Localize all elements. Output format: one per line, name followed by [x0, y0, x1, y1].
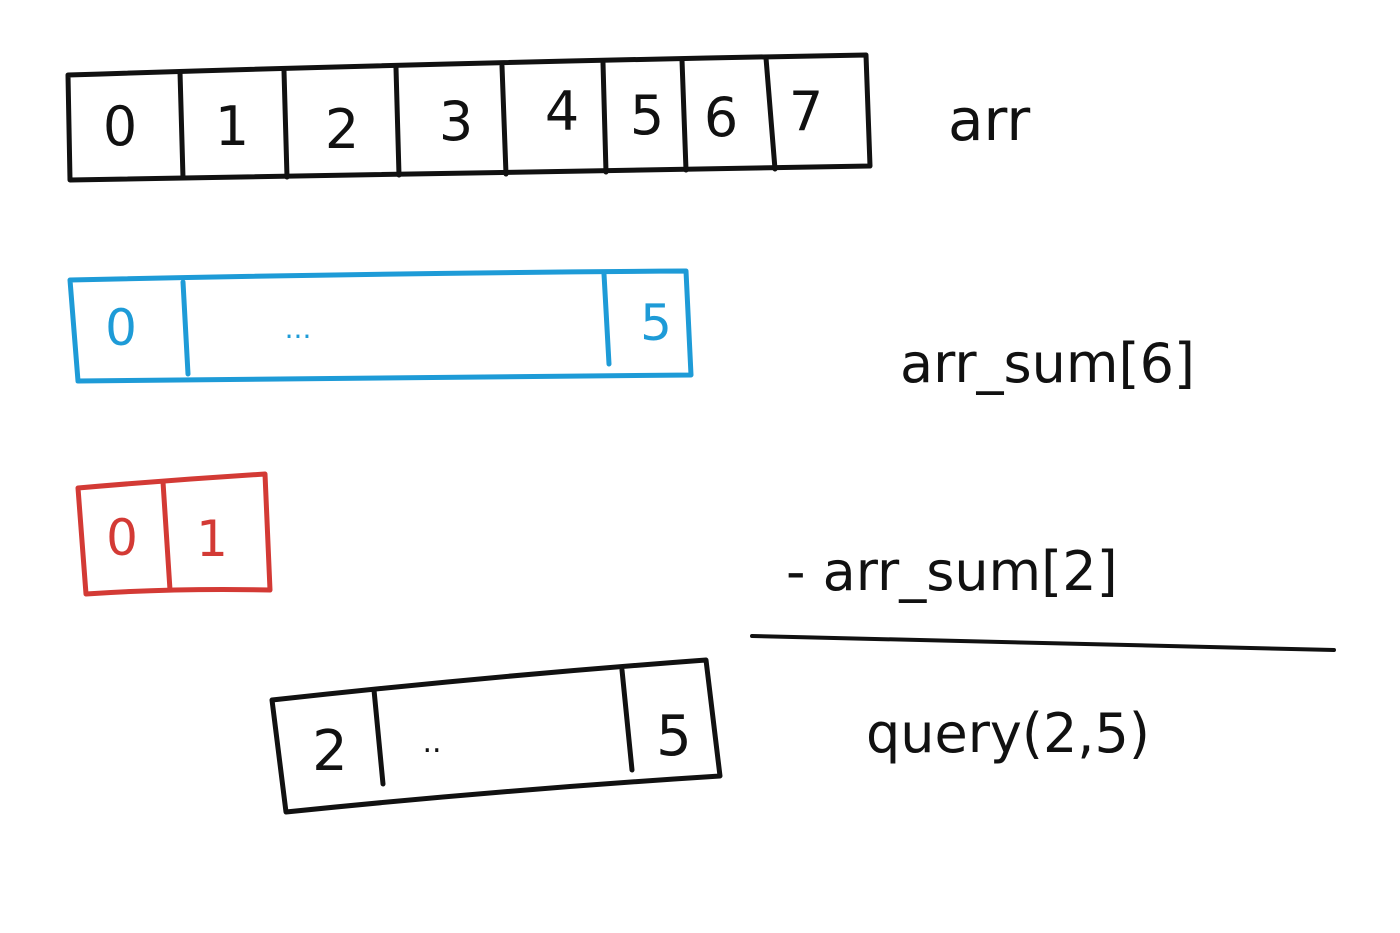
arr-cell-value: 5: [630, 84, 664, 147]
arr-label: arr: [948, 86, 1030, 154]
arr-sum-2-cell-value: 1: [196, 510, 228, 568]
arr-values: 0 1 2 3 4 5 6 7: [103, 80, 823, 161]
arr-divider: [499, 63, 509, 177]
arr-divider: [177, 69, 186, 181]
arr-sum-6-cell-value: 0: [105, 299, 137, 357]
arr-divider: [393, 65, 402, 178]
arr-sum-6-divider: [180, 279, 191, 377]
query-array-outline: [269, 657, 723, 815]
arr-sum-6-values: 0 ... 5: [105, 294, 672, 357]
arr-divider: [281, 68, 290, 180]
arr-sum-6-cell-value: ...: [285, 312, 312, 345]
arr-array: [65, 52, 873, 183]
query-divider: [619, 667, 635, 773]
arr-sum-2-divider: [160, 479, 173, 593]
arr-cell-value: 2: [325, 98, 359, 161]
arr-sum-6-divider: [601, 271, 612, 367]
query-cell-value: 2: [312, 719, 348, 784]
arr-cell-value: 3: [439, 90, 473, 153]
arr-sum-6-outline: [67, 268, 694, 384]
arr-divider: [763, 55, 778, 172]
query-divider: [371, 687, 386, 787]
arr-sum-2-array: [75, 471, 273, 597]
arr-sum-6-array: [67, 268, 694, 384]
arr-sum-2-cell-value: 0: [106, 509, 138, 567]
query-cell-value: ..: [422, 725, 441, 760]
arr-cell-value: 7: [789, 80, 823, 143]
arr-divider: [679, 57, 689, 173]
arr-sum-6-label: arr_sum[6]: [900, 332, 1195, 395]
arr-cell-value: 6: [704, 86, 738, 149]
arr-cell-value: 0: [103, 95, 137, 158]
query-array: [269, 657, 723, 815]
arr-sum-2-values: 0 1: [106, 509, 228, 568]
arr-cell-value: 4: [545, 80, 579, 143]
subtraction-line: [750, 634, 1336, 652]
query-values: 2 .. 5: [312, 704, 692, 784]
arr-sum-2-label: - arr_sum[2]: [786, 540, 1118, 603]
arr-sum-6-cell-value: 5: [640, 294, 672, 352]
arr-divider: [600, 60, 609, 175]
arr-array-outline: [65, 52, 873, 183]
query-label: query(2,5): [866, 702, 1150, 765]
query-cell-value: 5: [656, 704, 692, 769]
arr-sum-2-outline: [75, 471, 273, 597]
arr-cell-value: 1: [215, 95, 249, 158]
